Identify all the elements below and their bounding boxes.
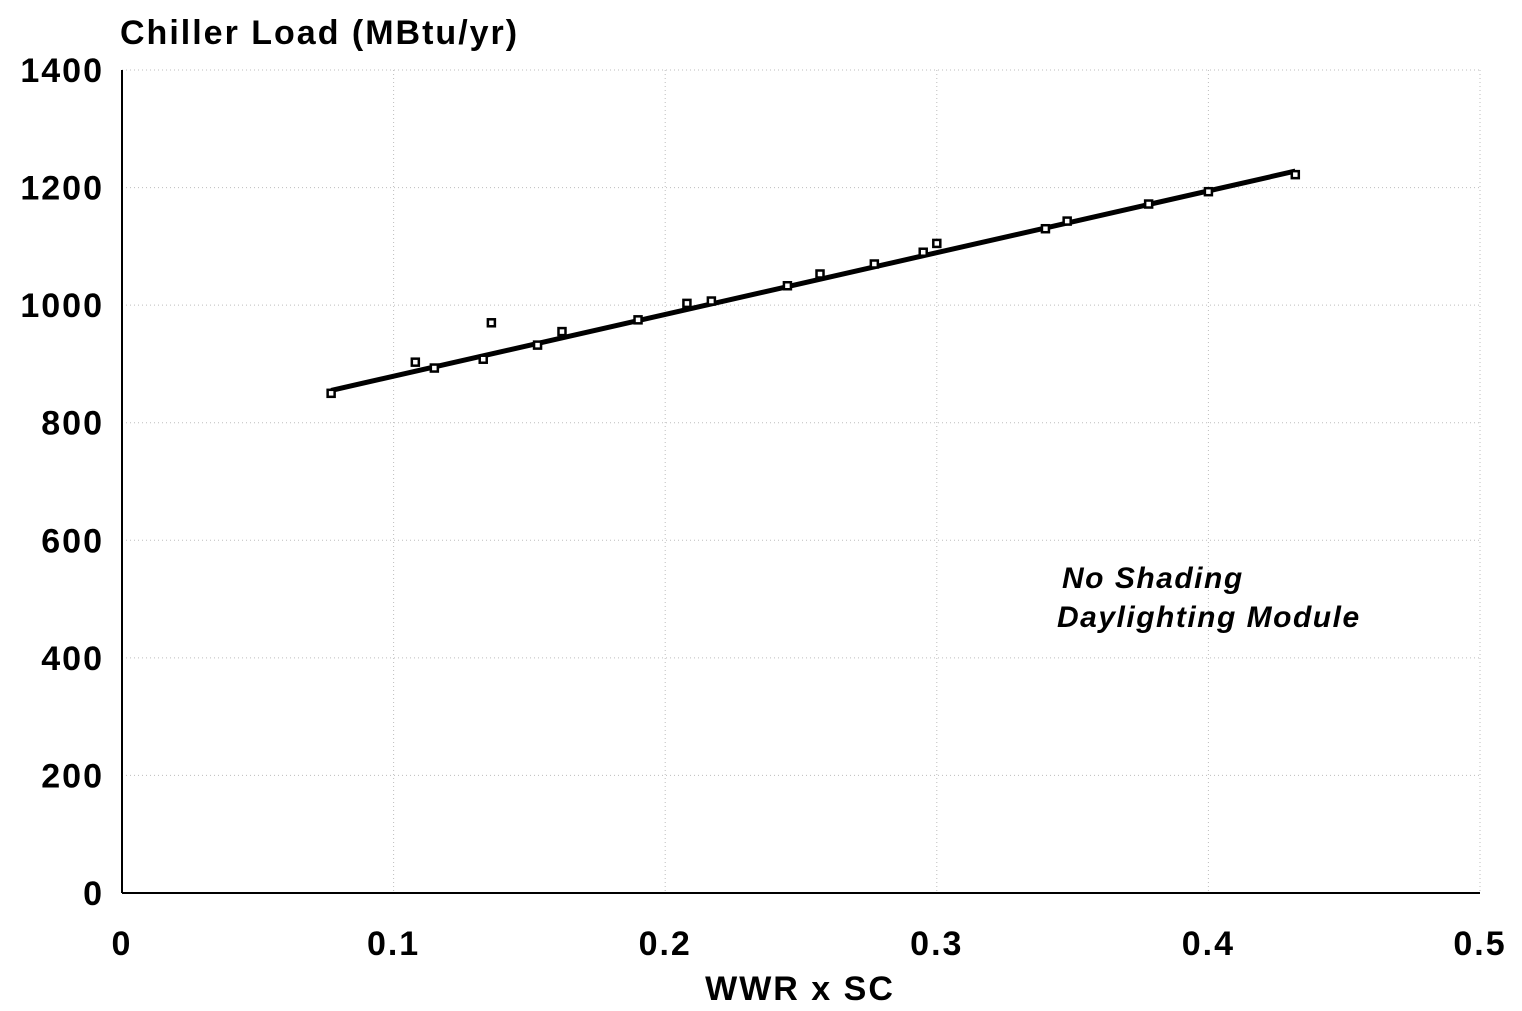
y-tick-label: 1400	[20, 52, 104, 90]
data-point	[486, 318, 497, 328]
data-point	[869, 259, 880, 269]
x-axis-title: WWR x SC	[705, 970, 895, 1008]
data-point	[326, 388, 336, 399]
x-tick-label: 0	[112, 925, 133, 963]
y-tick-label: 600	[41, 522, 104, 560]
data-point	[557, 326, 567, 337]
x-tick-label: 0.1	[367, 925, 420, 963]
annotation-daylighting-module: Daylighting Module	[1057, 601, 1361, 634]
data-point	[1062, 216, 1072, 226]
y-tick-label: 0	[83, 875, 104, 913]
data-point	[633, 315, 643, 325]
data-point	[682, 298, 692, 309]
data-point	[1040, 223, 1051, 234]
data-point	[1290, 169, 1301, 180]
data-point	[918, 247, 928, 257]
data-point	[410, 357, 421, 367]
x-tick-label: 0.2	[639, 925, 692, 963]
data-point	[815, 269, 825, 279]
data-point	[1203, 186, 1214, 197]
data-point	[706, 296, 717, 306]
data-point	[932, 238, 942, 249]
y-axis-title: Chiller Load (MBtu/yr)	[120, 14, 519, 52]
y-tick-label: 400	[41, 640, 104, 678]
annotation-no-shading: No Shading	[1062, 562, 1244, 595]
x-tick-label: 0.4	[1182, 925, 1235, 963]
data-point	[782, 280, 793, 291]
y-tick-label: 1000	[20, 287, 104, 325]
x-tick-label: 0.5	[1453, 925, 1506, 963]
x-tick-labels: 0 0.1 0.2 0.3 0.4 0.5	[112, 925, 1506, 963]
data-point	[1143, 199, 1154, 209]
y-tick-label: 1200	[20, 170, 104, 208]
y-tick-label: 200	[41, 757, 104, 795]
trend-line	[330, 168, 1296, 393]
y-tick-label: 800	[41, 405, 104, 443]
y-tick-labels: 0 200 400 600 800 1000 1200 1400	[20, 52, 104, 913]
grid-lines	[122, 69, 1481, 893]
data-point	[429, 363, 440, 373]
data-point	[478, 354, 488, 364]
data-point	[532, 340, 543, 350]
x-tick-label: 0.3	[910, 925, 963, 963]
data-points	[326, 169, 1301, 399]
